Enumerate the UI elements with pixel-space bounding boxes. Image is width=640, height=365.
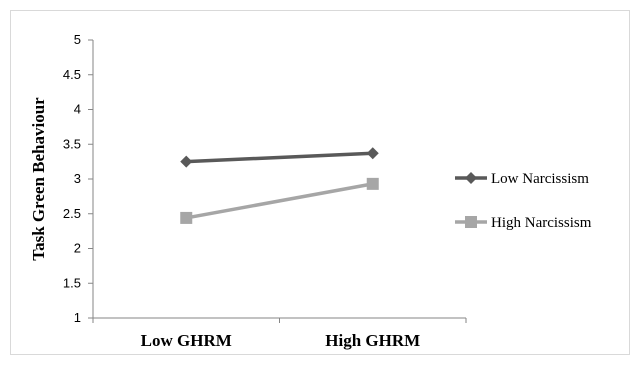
data-point	[180, 211, 193, 224]
legend-label: High Narcissism	[491, 215, 592, 231]
y-tick-label: 4	[74, 102, 81, 117]
y-tick-label: 4.5	[63, 67, 81, 82]
legend-label: Low Narcissism	[491, 171, 589, 187]
series-line	[186, 151, 373, 164]
legend-item: Low Narcissism	[455, 171, 589, 187]
y-tick-label: 1.5	[63, 275, 81, 290]
data-point	[366, 177, 379, 190]
legend-marker	[465, 172, 477, 184]
y-tick-label: 3.5	[63, 136, 81, 151]
series-line	[185, 182, 374, 220]
y-tick-label: 2.5	[63, 206, 81, 221]
data-point	[366, 147, 379, 160]
x-ticks: Low GHRM High GHRM	[92, 318, 467, 350]
legend-marker	[465, 216, 477, 228]
y-tick-label: 2	[74, 241, 81, 256]
y-tick-label: 3	[74, 171, 81, 186]
x-category-label: Low GHRM	[141, 331, 232, 350]
series	[180, 147, 379, 224]
series-diamond-line	[180, 147, 379, 168]
y-ticks: 1 1.5 2 2.5 3 3.5 4 4.5 5	[63, 32, 93, 325]
y-axis-title: Task Green Behaviour	[29, 97, 48, 261]
y-tick-label: 1	[74, 310, 81, 325]
series-square-line	[180, 177, 379, 224]
x-category-label: High GHRM	[325, 331, 420, 350]
chart-frame	[10, 10, 630, 355]
y-tick-label: 5	[74, 32, 81, 47]
data-point	[180, 155, 193, 168]
legend: Low Narcissism High Narcissism	[455, 171, 592, 231]
legend-item: High Narcissism	[455, 215, 592, 231]
